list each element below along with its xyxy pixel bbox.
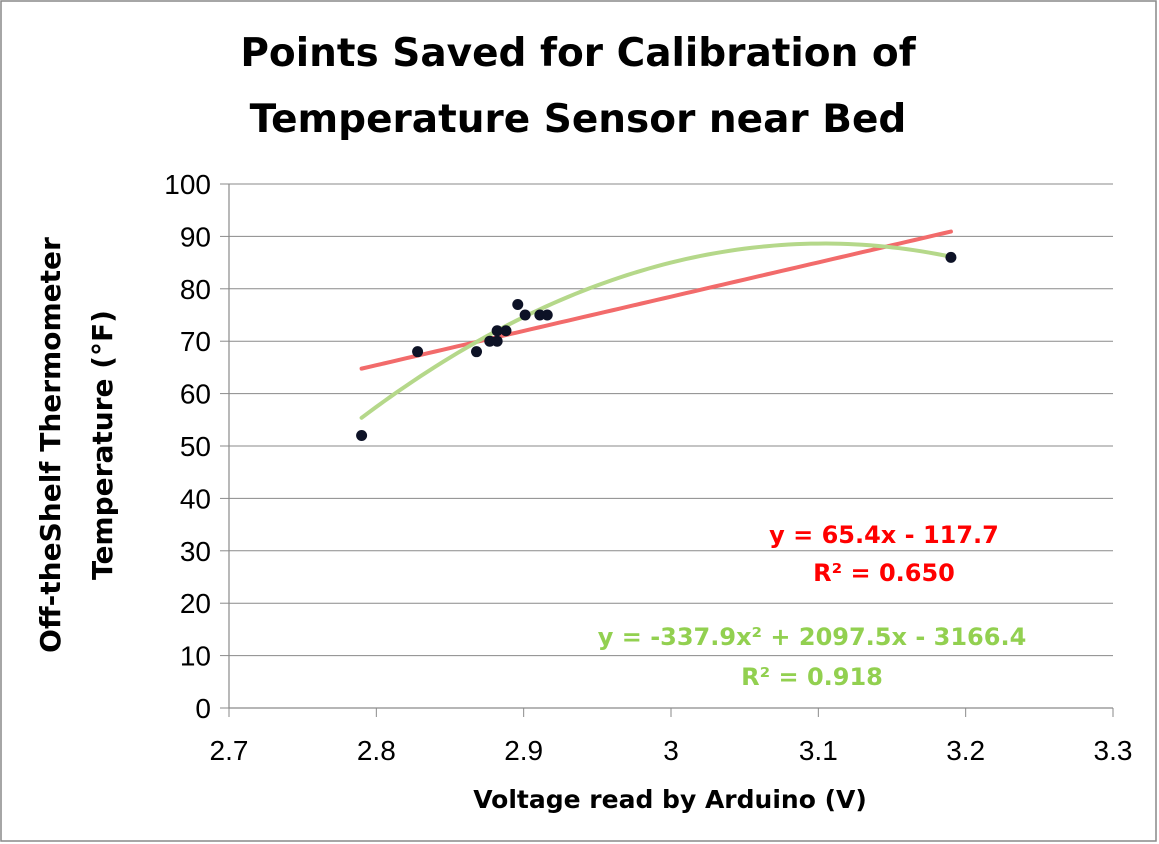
data-point (512, 299, 524, 311)
data-point (471, 346, 483, 358)
data-points (356, 251, 957, 442)
y-axis-label-line-2: Temperature (°F) (86, 310, 119, 580)
x-tick-label: 2.7 (210, 735, 249, 766)
axes (228, 184, 1114, 717)
y-tick-label: 50 (180, 431, 211, 462)
x-tick-label: 3.2 (946, 735, 985, 766)
x-tick-label: 3 (663, 735, 679, 766)
y-tick-label: 80 (180, 274, 211, 305)
x-axis-label: Voltage read by Arduino (V) (473, 785, 867, 814)
y-tick-label: 40 (180, 483, 211, 514)
data-point (500, 325, 512, 337)
y-tick-label: 100 (164, 169, 211, 200)
y-tick-label: 20 (180, 588, 211, 619)
data-point (356, 430, 368, 442)
data-point (491, 335, 503, 347)
y-tick-label: 70 (180, 326, 211, 357)
x-tick-label: 3.3 (1094, 735, 1133, 766)
y-tick-label: 0 (195, 693, 211, 724)
y-tick-labels: 0 10 20 30 40 50 60 70 80 90 100 (164, 169, 211, 724)
data-point (541, 309, 553, 321)
data-point (412, 346, 424, 358)
x-tick-label: 2.9 (504, 735, 543, 766)
chart-title-line-2: Temperature Sensor near Bed (250, 97, 907, 142)
data-point (945, 251, 957, 263)
quadratic-trendline-r2: R² = 0.918 (741, 663, 883, 691)
data-point (491, 325, 503, 337)
quadratic-trendline-equation: y = -337.9x² + 2097.5x - 3166.4 (598, 623, 1027, 651)
y-tick-label: 90 (180, 221, 211, 252)
x-tick-labels: 2.7 2.8 2.9 3 3.1 3.2 3.3 (210, 735, 1133, 766)
linear-trendline (359, 229, 953, 371)
x-tick-label: 2.8 (357, 735, 396, 766)
gridlines (220, 183, 1113, 709)
y-tick-label: 60 (180, 379, 211, 410)
quadratic-trendline (359, 241, 953, 420)
trendlines (359, 229, 953, 420)
linear-trendline-r2: R² = 0.650 (813, 559, 955, 587)
y-tick-label: 30 (180, 536, 211, 567)
y-axis-label-line-1: Off-theShelf Thermometer (34, 237, 67, 653)
linear-trendline-equation: y = 65.4x - 117.7 (769, 521, 999, 549)
x-tick-label: 3.1 (799, 735, 838, 766)
chart-title-line-1: Points Saved for Calibration of (240, 31, 916, 76)
y-tick-label: 10 (180, 641, 211, 672)
data-point (519, 309, 531, 321)
